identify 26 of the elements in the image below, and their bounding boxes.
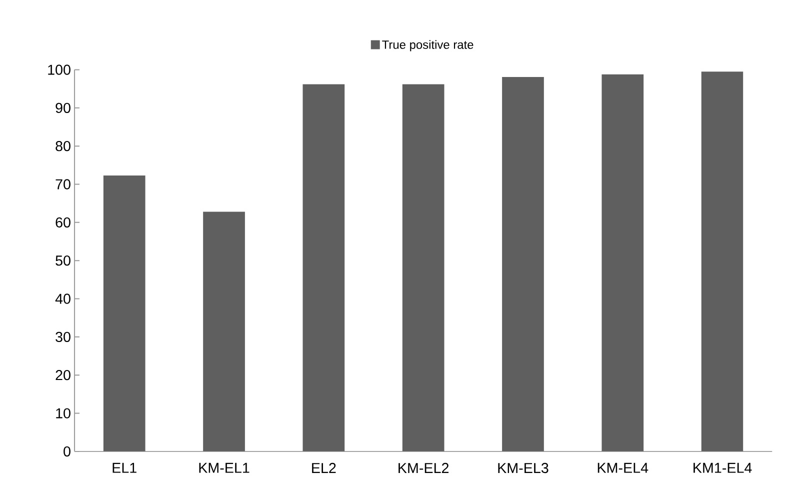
y-tick-label: 10 bbox=[56, 408, 70, 418]
x-tick-label: KM-EL4 bbox=[598, 462, 648, 473]
bar bbox=[302, 84, 345, 452]
bar bbox=[502, 76, 544, 452]
bar bbox=[402, 84, 444, 452]
bar bbox=[203, 212, 245, 452]
y-tick-label: 50 bbox=[56, 255, 70, 266]
y-tick-label: 30 bbox=[56, 332, 70, 342]
y-tick-label: 100 bbox=[48, 64, 70, 75]
y-tick-label: 70 bbox=[56, 179, 70, 190]
y-tick-label: 90 bbox=[56, 102, 70, 113]
x-tick-label: KM-EL3 bbox=[498, 462, 548, 473]
x-tick-label: EL2 bbox=[312, 462, 336, 473]
bar bbox=[602, 74, 644, 452]
legend-label: True positive rate bbox=[382, 40, 474, 52]
y-tick-label: 20 bbox=[56, 370, 70, 380]
x-tick-label: KM-EL2 bbox=[398, 462, 449, 473]
x-tick-label: KM-EL1 bbox=[199, 462, 250, 473]
y-tick-label: 80 bbox=[56, 140, 70, 152]
bar bbox=[103, 175, 146, 452]
x-tick-label: EL1 bbox=[112, 462, 136, 473]
y-tick-label: 0 bbox=[64, 446, 70, 456]
x-tick-label: KM1-EL4 bbox=[694, 462, 752, 473]
bar bbox=[701, 72, 744, 452]
y-tick-label: 40 bbox=[55, 294, 70, 304]
y-tick-label: 60 bbox=[56, 217, 70, 228]
